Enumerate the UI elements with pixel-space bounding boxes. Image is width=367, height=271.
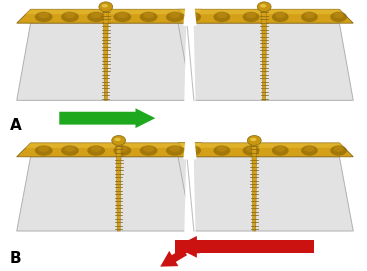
Ellipse shape bbox=[243, 12, 259, 22]
Polygon shape bbox=[17, 143, 202, 157]
Ellipse shape bbox=[330, 12, 347, 22]
Ellipse shape bbox=[87, 12, 105, 22]
Ellipse shape bbox=[257, 2, 271, 12]
Ellipse shape bbox=[188, 147, 198, 152]
Polygon shape bbox=[116, 143, 121, 231]
Ellipse shape bbox=[243, 145, 259, 156]
Polygon shape bbox=[262, 9, 267, 100]
Ellipse shape bbox=[246, 13, 256, 18]
Polygon shape bbox=[25, 143, 202, 148]
Text: A: A bbox=[10, 118, 22, 133]
Ellipse shape bbox=[38, 147, 49, 152]
Ellipse shape bbox=[272, 12, 289, 22]
Ellipse shape bbox=[166, 145, 184, 156]
Polygon shape bbox=[178, 9, 345, 14]
Ellipse shape bbox=[304, 147, 315, 152]
Ellipse shape bbox=[170, 13, 180, 18]
Polygon shape bbox=[185, 21, 195, 102]
Ellipse shape bbox=[301, 12, 318, 22]
Ellipse shape bbox=[113, 145, 131, 156]
Polygon shape bbox=[178, 23, 353, 100]
Ellipse shape bbox=[113, 12, 131, 22]
Ellipse shape bbox=[35, 145, 52, 156]
Polygon shape bbox=[17, 9, 202, 23]
Ellipse shape bbox=[91, 147, 102, 152]
Ellipse shape bbox=[143, 13, 154, 18]
Ellipse shape bbox=[87, 145, 105, 156]
Ellipse shape bbox=[275, 147, 285, 152]
Ellipse shape bbox=[112, 136, 126, 146]
Ellipse shape bbox=[214, 145, 230, 156]
Ellipse shape bbox=[188, 13, 198, 18]
Ellipse shape bbox=[35, 12, 52, 22]
Ellipse shape bbox=[170, 147, 180, 152]
Ellipse shape bbox=[143, 147, 154, 152]
Polygon shape bbox=[252, 143, 257, 231]
Ellipse shape bbox=[140, 12, 157, 22]
Ellipse shape bbox=[217, 13, 227, 18]
Ellipse shape bbox=[260, 4, 266, 8]
Ellipse shape bbox=[38, 13, 49, 18]
Ellipse shape bbox=[115, 138, 121, 141]
Ellipse shape bbox=[91, 13, 102, 18]
Polygon shape bbox=[178, 9, 353, 23]
Ellipse shape bbox=[330, 145, 347, 156]
Ellipse shape bbox=[65, 13, 75, 18]
Ellipse shape bbox=[214, 12, 230, 22]
Polygon shape bbox=[178, 143, 353, 157]
Polygon shape bbox=[178, 157, 353, 231]
Ellipse shape bbox=[61, 12, 79, 22]
Polygon shape bbox=[185, 155, 195, 233]
Ellipse shape bbox=[304, 13, 315, 18]
Ellipse shape bbox=[250, 138, 257, 141]
Ellipse shape bbox=[102, 4, 108, 8]
Polygon shape bbox=[17, 157, 202, 231]
Polygon shape bbox=[17, 23, 202, 100]
Ellipse shape bbox=[184, 145, 201, 156]
Ellipse shape bbox=[166, 12, 184, 22]
Ellipse shape bbox=[272, 145, 289, 156]
Ellipse shape bbox=[65, 147, 75, 152]
Ellipse shape bbox=[301, 145, 318, 156]
Ellipse shape bbox=[117, 147, 128, 152]
Text: B: B bbox=[10, 251, 21, 266]
Ellipse shape bbox=[334, 147, 344, 152]
Ellipse shape bbox=[247, 136, 261, 146]
Polygon shape bbox=[184, 141, 196, 159]
Ellipse shape bbox=[117, 13, 128, 18]
FancyArrow shape bbox=[160, 249, 187, 267]
Ellipse shape bbox=[217, 147, 227, 152]
Polygon shape bbox=[184, 7, 196, 25]
Polygon shape bbox=[178, 143, 345, 148]
FancyArrow shape bbox=[175, 240, 314, 253]
Ellipse shape bbox=[246, 147, 256, 152]
Ellipse shape bbox=[99, 2, 113, 12]
Ellipse shape bbox=[184, 12, 201, 22]
Polygon shape bbox=[25, 9, 202, 14]
Ellipse shape bbox=[61, 145, 79, 156]
FancyArrow shape bbox=[59, 108, 155, 128]
FancyArrow shape bbox=[175, 236, 200, 258]
Polygon shape bbox=[103, 9, 108, 100]
Ellipse shape bbox=[140, 145, 157, 156]
Ellipse shape bbox=[334, 13, 344, 18]
Ellipse shape bbox=[275, 13, 285, 18]
